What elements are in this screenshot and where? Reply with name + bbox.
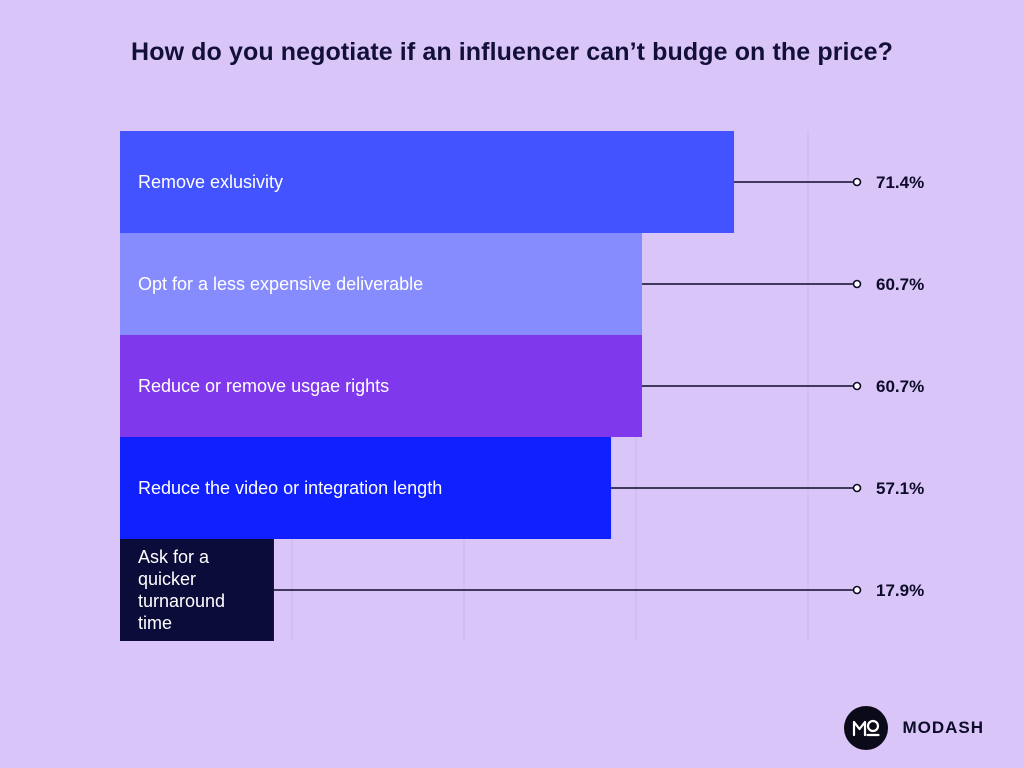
leader-dot-1 — [852, 177, 862, 187]
bar-label-2: Opt for a less expensive deliverable — [138, 274, 423, 294]
bar-label-4: Reduce the video or integration length — [138, 478, 442, 498]
bar-labels: Remove exlusivity Opt for a less expensiv… — [138, 172, 442, 633]
bar-label-3: Reduce or remove usgae rights — [138, 376, 389, 396]
leader-dot-5 — [852, 585, 862, 595]
brand-name: MODASH — [902, 718, 984, 737]
bar-5 — [120, 539, 274, 641]
value-label-4: 57.1% — [876, 479, 924, 498]
modash-logo-icon — [844, 706, 889, 750]
leader-lines — [273, 177, 862, 595]
bars — [120, 131, 735, 641]
value-label-3: 60.7% — [876, 377, 924, 396]
chart-title: How do you negotiate if an influencer ca… — [131, 38, 893, 66]
bar-label-1: Remove exlusivity — [138, 172, 283, 192]
value-label-2: 60.7% — [876, 275, 924, 294]
value-labels: 71.4% 60.7% 60.7% 57.1% 17.9% — [876, 173, 924, 600]
value-label-1: 71.4% — [876, 173, 924, 192]
bar-2 — [120, 233, 643, 335]
bar-label-5: Ask for a quicker turnaround time — [138, 547, 225, 633]
bar-1 — [120, 131, 735, 233]
brand: MODASH — [844, 706, 984, 750]
leader-dot-2 — [852, 279, 862, 289]
leader-dot-3 — [852, 381, 862, 391]
leader-dot-4 — [852, 483, 862, 493]
bar-3 — [120, 335, 643, 437]
value-label-5: 17.9% — [876, 581, 924, 600]
bar-4 — [120, 437, 612, 539]
